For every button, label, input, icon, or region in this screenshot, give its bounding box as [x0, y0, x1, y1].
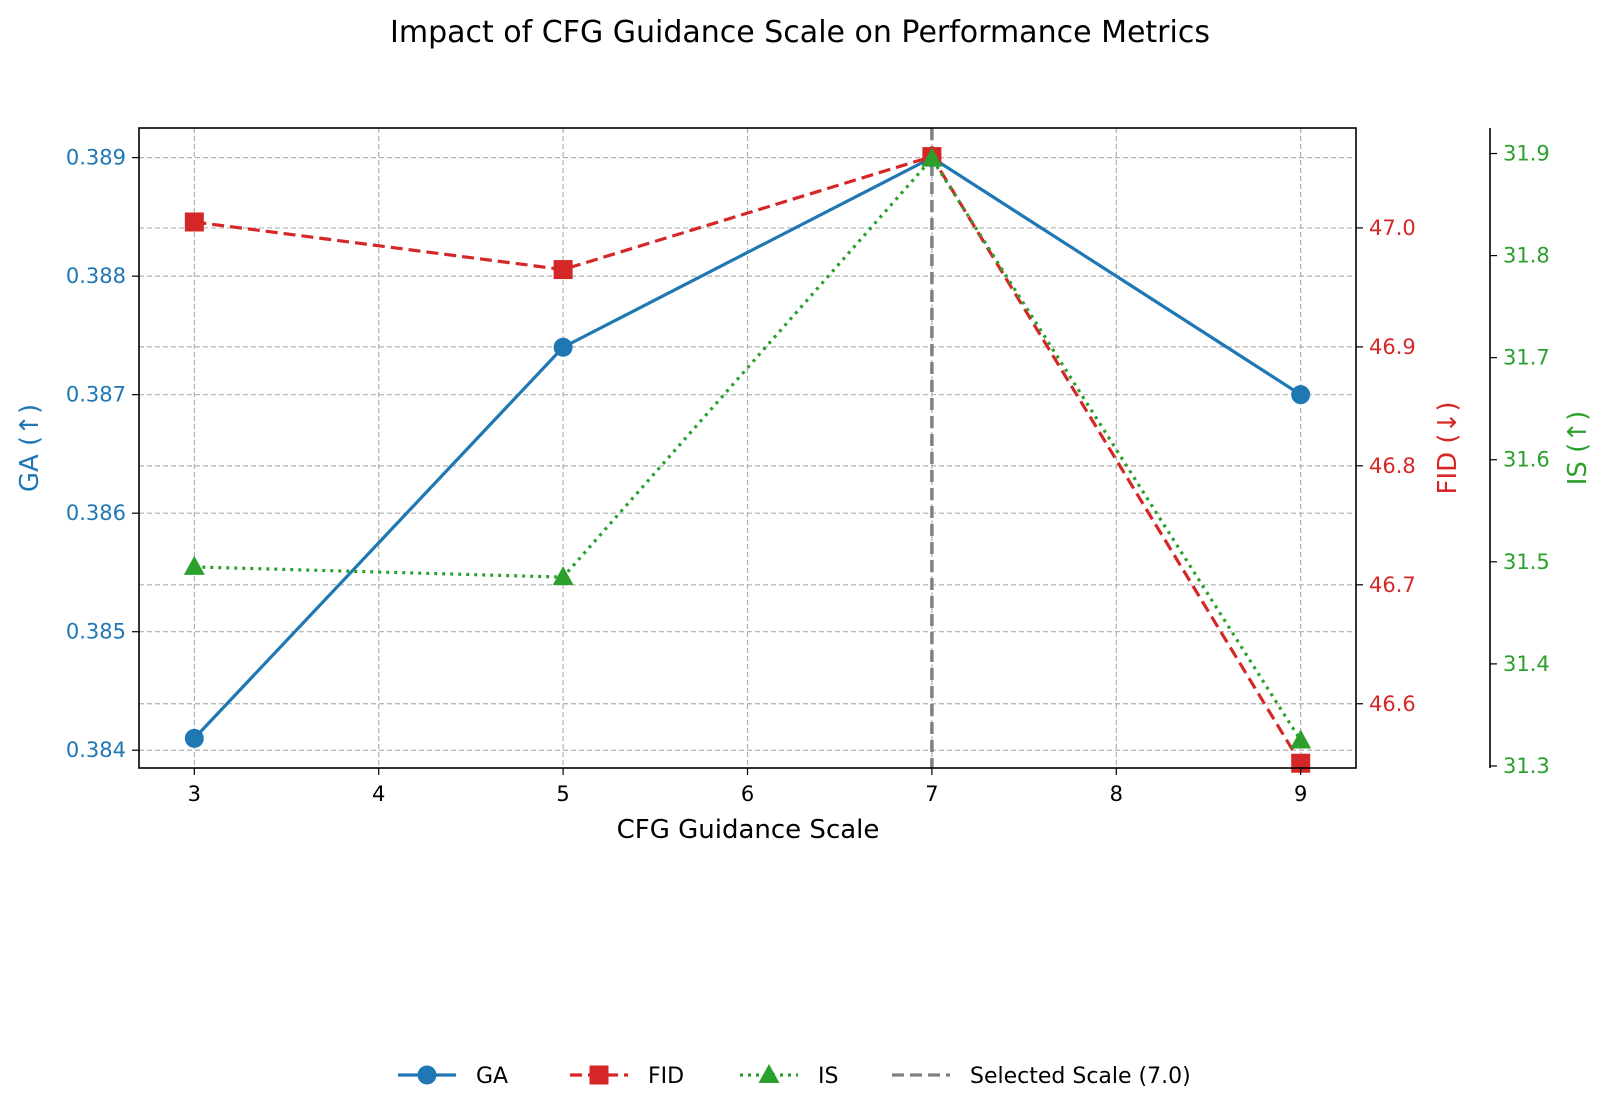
is-data-point: [921, 147, 943, 167]
fid-data-point: [553, 260, 573, 280]
ga-tick-label: 0.386: [66, 501, 126, 525]
fid-tick-label: 46.6: [1369, 692, 1416, 716]
series-layer: [183, 128, 1312, 773]
axes-layer: 3 4 5 6 7 8 9 0.384 0.385 0.386 0.387 0.388 0.389 46.…: [15, 128, 1593, 806]
x-axis-label: CFG Guidance Scale: [617, 815, 880, 845]
grid-layer: [139, 128, 1356, 768]
legend: GA FID IS Selected Scale (7.0): [398, 1064, 1191, 1089]
is-tick-label: 31.3: [1503, 754, 1550, 778]
ga-data-point: [1291, 385, 1311, 405]
legend-ga-marker: [417, 1065, 437, 1085]
is-tick-label: 31.7: [1503, 346, 1550, 370]
is-data-point: [552, 566, 574, 586]
fid-data-point: [184, 212, 204, 232]
is-axis-label: IS (↑): [1563, 411, 1593, 486]
fid-tick-label: 46.8: [1369, 454, 1416, 478]
chart-title: Impact of CFG Guidance Scale on Performa…: [390, 15, 1210, 50]
ga-tick-label: 0.387: [66, 383, 126, 407]
is-tick-label: 31.8: [1503, 244, 1550, 268]
x-tick-label: 5: [556, 782, 569, 806]
fid-series-line: [194, 154, 1303, 765]
x-tick-label: 3: [188, 782, 201, 806]
is-data-point: [183, 555, 205, 575]
is-tick-label: 31.9: [1503, 142, 1550, 166]
ga-tick-label: 0.384: [66, 738, 126, 762]
ga-series-line: [193, 156, 1302, 740]
is-tick-label: 31.5: [1503, 550, 1550, 574]
legend-fid-marker: [589, 1065, 609, 1085]
is-series-line: [194, 157, 1303, 742]
x-tick-label: 9: [1294, 782, 1307, 806]
fid-tick-label: 47.0: [1369, 216, 1416, 240]
x-tick-label: 6: [741, 782, 754, 806]
x-tick-label: 8: [1110, 782, 1123, 806]
fid-tick-label: 46.7: [1369, 573, 1416, 597]
x-tick-label: 7: [925, 782, 938, 806]
fid-tick-label: 46.9: [1369, 335, 1416, 359]
ga-data-point: [184, 728, 204, 748]
ga-tick-label: 0.388: [66, 264, 126, 288]
ga-data-point: [553, 337, 573, 357]
legend-selected-scale-label: Selected Scale (7.0): [970, 1064, 1191, 1089]
legend-ga-label: GA: [476, 1064, 508, 1089]
x-tick-label: 4: [372, 782, 385, 806]
legend-is-marker: [758, 1064, 780, 1083]
ga-tick-label: 0.389: [66, 146, 126, 170]
legend-fid-label: FID: [648, 1064, 684, 1089]
is-data-point: [1290, 729, 1312, 749]
fid-axis-label: FID (↓): [1433, 402, 1463, 495]
is-tick-label: 31.6: [1503, 448, 1550, 472]
ga-tick-label: 0.385: [66, 620, 126, 644]
legend-is-label: IS: [818, 1064, 838, 1089]
ga-axis-label: GA (↑): [15, 404, 45, 492]
is-tick-label: 31.4: [1503, 652, 1550, 676]
